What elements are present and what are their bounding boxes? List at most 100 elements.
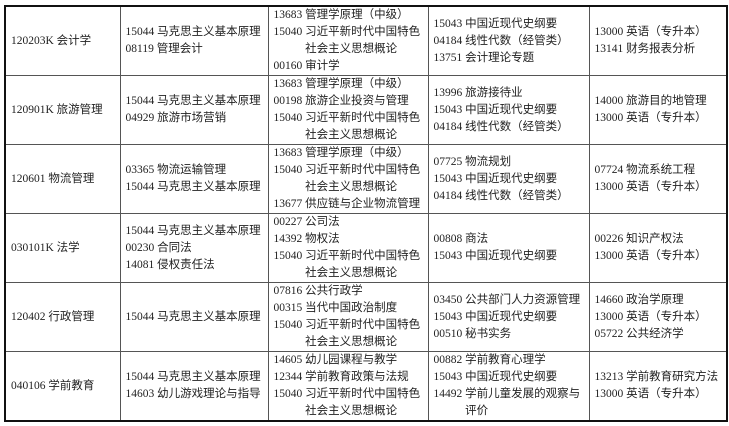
course-name: 英语（专升本） (626, 26, 707, 38)
course-item: 15040 习近平新时代中国特色社会主义思想概论 (274, 162, 428, 196)
course-item: 00230 合同法 (126, 240, 268, 257)
course-item: 15044 马克思主义基本原理 (126, 369, 268, 386)
course-code: 14000 (594, 95, 624, 107)
course-name: 幼儿园课程与教学 (305, 354, 398, 366)
course-code: 15043 (433, 250, 463, 262)
course-code: 15040 (273, 164, 303, 176)
course-item: 00808 商法 (434, 231, 589, 248)
course-name: 学前儿童发展的观察与评价 (465, 388, 581, 417)
course-name: 马克思主义基本原理 (157, 371, 261, 383)
course-item: 13996 旅游接待业 (434, 85, 589, 102)
course-item: 15043 中国近现代史纲要 (434, 171, 589, 188)
course-name: 英语（专升本） (626, 250, 707, 262)
course-name: 习近平新时代中国特色社会主义思想概论 (305, 250, 421, 279)
course-code: 04929 (125, 112, 155, 124)
course-cell: 00227 公司法 14392 物权法 15040 习近平新时代中国特色社会主义思想… (267, 213, 429, 283)
course-name: 旅游目的地管理 (626, 95, 707, 107)
course-code: 15043 (433, 172, 463, 185)
course-name: 习近平新时代中国特色社会主义思想概论 (305, 26, 421, 55)
course-code: 05722 (594, 327, 624, 340)
course-cell: 15044 马克思主义基本原理 14603 幼儿游戏理论与指导 (119, 351, 269, 422)
course-code: 15043 (433, 371, 463, 383)
course-cell: 15044 马克思主义基本原理 (119, 282, 269, 352)
course-code: 14081 (125, 258, 155, 271)
course-item: 04184 线性代数（经管类） (434, 33, 589, 50)
course-name: 管理学原理（中级） (305, 147, 409, 159)
course-name: 商法 (465, 233, 489, 245)
course-item: 15044 马克思主义基本原理 (126, 93, 268, 110)
course-cell: 13213 学前教育研究方法 13000 英语（专升本） (588, 351, 728, 422)
course-name: 英语（专升本） (626, 310, 707, 323)
table-row: 120203K 会计学 15044 马克思主义基本原理 08119 管理会计 1368… (4, 5, 728, 76)
course-name: 公司法 (305, 216, 340, 228)
course-item: 15043 中国近现代史纲要 (434, 309, 589, 326)
course-name: 物权法 (305, 233, 340, 245)
course-code: 00230 (125, 241, 155, 254)
course-item: 00198 旅游企业投资与管理 (274, 93, 428, 110)
course-item: 15040 习近平新时代中国特色社会主义思想概论 (274, 317, 428, 351)
course-item: 00160 审计学 (274, 58, 428, 75)
table-row: 030101K 法学 15044 马克思主义基本原理 00230 合同法 14081 … (4, 213, 728, 283)
course-code: 13000 (594, 250, 624, 262)
course-name: 物流系统工程 (626, 164, 696, 176)
course-name: 习近平新时代中国特色社会主义思想概论 (305, 164, 421, 193)
course-item: 14000 旅游目的地管理 (595, 93, 727, 110)
course-item: 15040 习近平新时代中国特色社会主义思想概论 (274, 24, 428, 58)
course-code: 03365 (125, 164, 155, 176)
course-name: 马克思主义基本原理 (157, 95, 261, 107)
course-cell: 00882 学前教育心理学 15043 中国近现代史纲要 14492 学前儿童发展的… (427, 351, 590, 422)
course-name: 英语（专升本） (626, 181, 707, 193)
course-code: 07724 (594, 164, 624, 176)
course-name: 旅游企业投资与管理 (305, 95, 409, 107)
course-item: 13000 英语（专升本） (595, 110, 727, 127)
course-item: 15040 习近平新时代中国特色社会主义思想概论 (274, 248, 428, 282)
course-code: 00510 (433, 327, 463, 340)
course-cell: 00226 知识产权法 13000 英语（专升本） (588, 213, 728, 283)
course-cell: 15044 马克思主义基本原理 00230 合同法 14081 侵权责任法 (119, 213, 269, 283)
course-name: 管理学原理（中级） (305, 78, 409, 90)
course-name: 公共经济学 (626, 327, 684, 340)
major-cell: 120601 物流管理 (4, 144, 121, 214)
course-name: 审计学 (305, 60, 340, 72)
course-code: 15044 (125, 371, 155, 383)
course-code: 14492 (433, 388, 463, 400)
course-code: 14392 (273, 233, 303, 245)
course-item: 00227 公司法 (274, 214, 428, 231)
course-code: 00227 (273, 216, 303, 228)
course-code: 00882 (433, 354, 463, 366)
course-code: 15040 (273, 319, 303, 331)
course-code: 00315 (273, 302, 303, 314)
course-item: 04929 旅游市场营销 (126, 110, 268, 127)
course-code: 15040 (273, 26, 303, 38)
table-row: 120402 行政管理 15044 马克思主义基本原理 07816 公共行政学 003… (4, 282, 728, 352)
course-name: 知识产权法 (626, 233, 684, 245)
course-code: 07725 (433, 155, 463, 168)
course-item: 15043 中国近现代史纲要 (434, 16, 589, 33)
course-code: 00226 (594, 233, 624, 245)
course-item: 15043 中国近现代史纲要 (434, 102, 589, 119)
course-item: 12344 学前教育政策与法规 (274, 369, 428, 386)
course-name: 当代中国政治制度 (305, 302, 398, 314)
major-cell: 040106 学前教育 (4, 351, 121, 422)
course-code: 13751 (433, 51, 463, 64)
course-code: 15043 (433, 17, 463, 30)
course-cell: 13683 管理学原理（中级） 00198 旅游企业投资与管理 15040 习近平新… (267, 75, 429, 145)
course-code: 00160 (273, 60, 303, 72)
course-name: 英语（专升本） (626, 388, 707, 400)
course-name: 物流规划 (465, 155, 512, 168)
course-item: 14392 物权法 (274, 231, 428, 248)
course-item: 00226 知识产权法 (595, 231, 727, 248)
course-code: 13677 (273, 198, 303, 210)
course-code: 13000 (594, 181, 624, 193)
course-item: 14660 政治学原理 (595, 292, 727, 309)
course-name: 马克思主义基本原理 (157, 224, 261, 237)
course-name: 公共部门人力资源管理 (465, 293, 581, 306)
course-item: 04184 线性代数（经管类） (434, 188, 589, 205)
course-code: 07816 (273, 285, 303, 297)
course-cell: 07724 物流系统工程 13000 英语（专升本） (588, 144, 728, 214)
major-cell: 120203K 会计学 (4, 5, 121, 76)
course-code: 15040 (273, 250, 303, 262)
course-name: 侵权责任法 (157, 258, 215, 271)
course-name: 供应链与企业物流管理 (305, 198, 421, 210)
course-code: 15044 (125, 224, 155, 237)
